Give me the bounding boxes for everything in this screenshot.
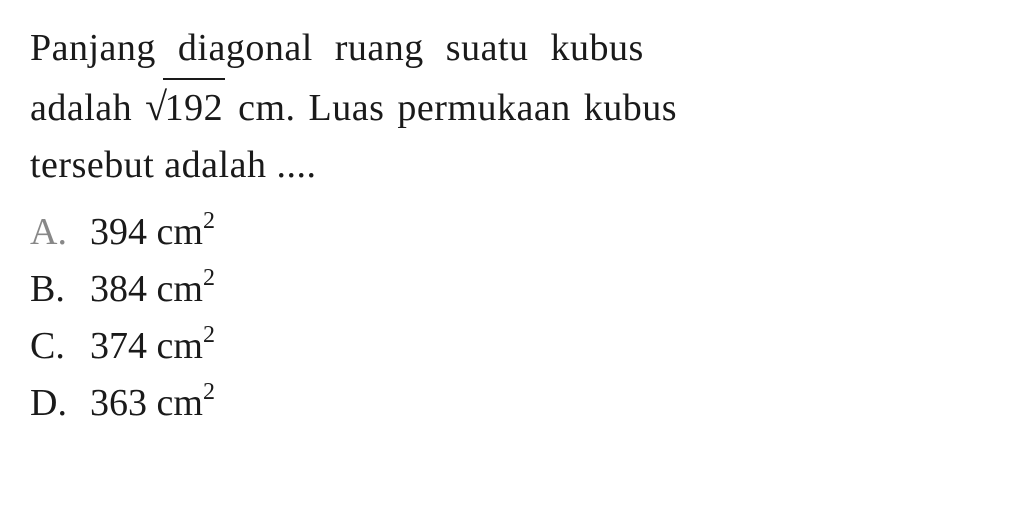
option-c-value: 374 cm2 bbox=[90, 318, 215, 375]
option-c: C. 374 cm2 bbox=[30, 318, 1003, 375]
option-d: D. 363 cm2 bbox=[30, 375, 1003, 432]
question-line-1: Panjang diagonal ruang suatu kubus bbox=[30, 20, 1003, 77]
option-b-value: 384 cm2 bbox=[90, 261, 215, 318]
option-b-exponent: 2 bbox=[203, 265, 215, 291]
option-a: A. 394 cm2 bbox=[30, 204, 1003, 261]
square-root: √192 bbox=[145, 77, 225, 137]
option-c-exponent: 2 bbox=[203, 322, 215, 348]
question-line-3: tersebut adalah .... bbox=[30, 137, 1003, 194]
option-d-text: 363 cm bbox=[90, 382, 203, 424]
question-line-2: adalah √192 cm. Luas permukaan kubus bbox=[30, 77, 1003, 137]
option-d-value: 363 cm2 bbox=[90, 375, 215, 432]
option-c-letter: C. bbox=[30, 318, 90, 375]
option-d-exponent: 2 bbox=[203, 379, 215, 405]
option-c-text: 374 cm bbox=[90, 325, 203, 367]
option-a-letter: A. bbox=[30, 204, 90, 261]
answer-options: A. 394 cm2 B. 384 cm2 C. 374 cm2 D. 363 … bbox=[30, 204, 1003, 432]
math-question-block: Panjang diagonal ruang suatu kubus adala… bbox=[30, 20, 1003, 432]
option-a-value: 394 cm2 bbox=[90, 204, 215, 261]
option-a-text: 394 cm bbox=[90, 211, 203, 253]
option-b-letter: B. bbox=[30, 261, 90, 318]
question-text: Panjang diagonal ruang suatu kubus adala… bbox=[30, 20, 1003, 194]
option-b-text: 384 cm bbox=[90, 268, 203, 310]
line2-after: cm. Luas permukaan kubus bbox=[225, 87, 677, 129]
line2-before: adalah bbox=[30, 87, 145, 129]
option-a-exponent: 2 bbox=[203, 208, 215, 234]
sqrt-value: 192 bbox=[163, 78, 226, 137]
option-b: B. 384 cm2 bbox=[30, 261, 1003, 318]
option-d-letter: D. bbox=[30, 375, 90, 432]
